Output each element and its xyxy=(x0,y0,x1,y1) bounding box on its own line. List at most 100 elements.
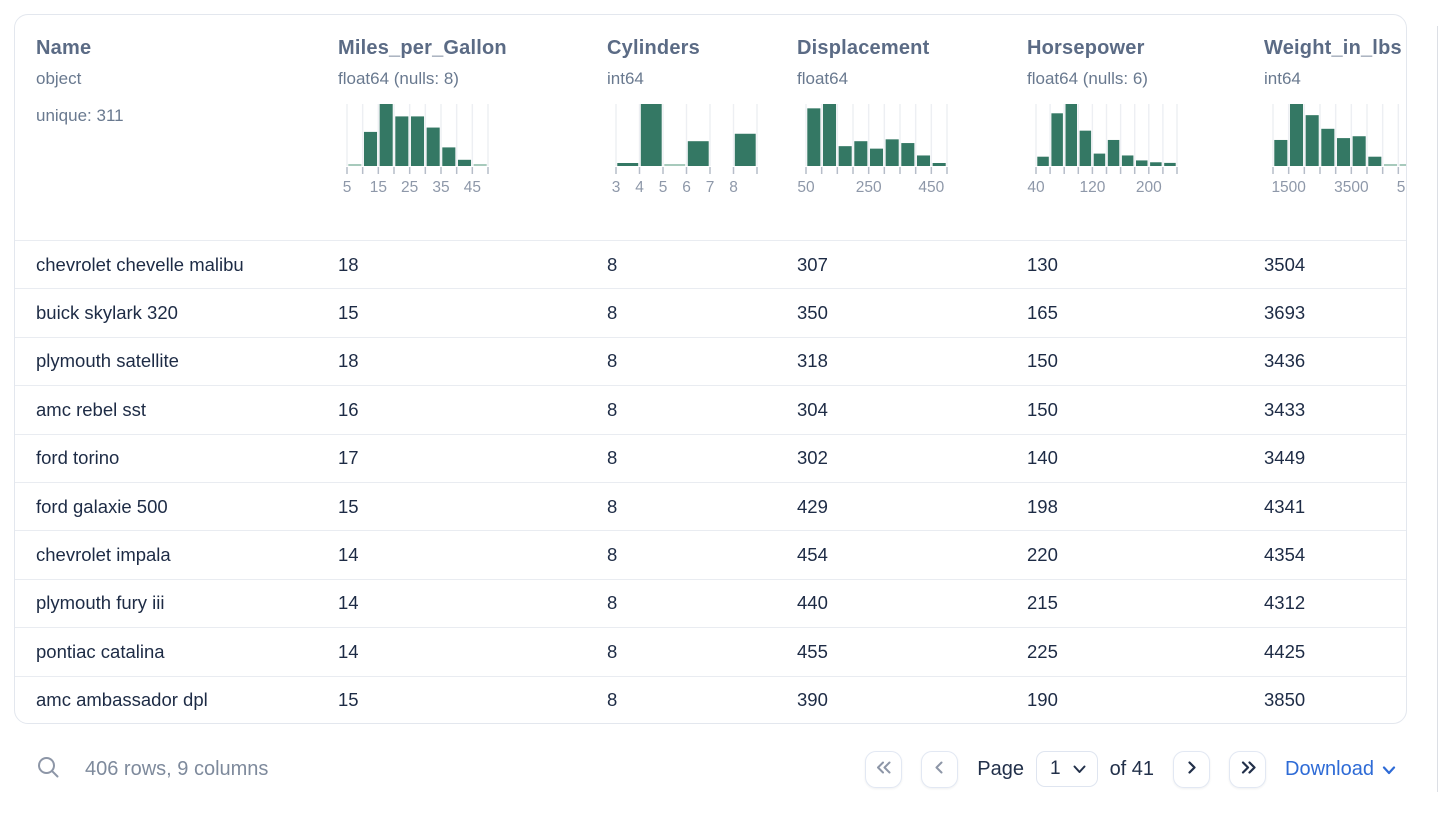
svg-text:4: 4 xyxy=(635,179,644,196)
cell-mpg: 14 xyxy=(338,592,359,614)
svg-text:200: 200 xyxy=(1136,179,1162,196)
cell-weight: 4425 xyxy=(1264,640,1306,662)
cell-displacement: 440 xyxy=(797,592,828,614)
svg-text:5500: 5500 xyxy=(1397,179,1407,196)
column-title: Horsepower xyxy=(1027,37,1145,59)
cell-weight: 3850 xyxy=(1264,689,1306,711)
histogram-displacement[interactable]: 50 250 450 xyxy=(797,104,948,199)
cell-mpg: 14 xyxy=(338,640,359,662)
svg-text:25: 25 xyxy=(401,179,418,196)
svg-text:7: 7 xyxy=(706,179,715,196)
download-label: Download xyxy=(1285,757,1374,780)
svg-text:1500: 1500 xyxy=(1271,179,1306,196)
cell-mpg: 17 xyxy=(338,447,359,469)
column-title: Cylinders xyxy=(607,37,700,59)
cell-horsepower: 140 xyxy=(1027,447,1058,469)
data-table-card: Name object unique: 311 Miles_per_Gallon… xyxy=(14,14,1407,724)
cell-displacement: 350 xyxy=(797,302,828,324)
right-edge-divider xyxy=(1437,26,1438,792)
svg-text:8: 8 xyxy=(729,179,738,196)
next-page-button[interactable] xyxy=(1173,750,1211,788)
cell-name: pontiac catalina xyxy=(36,640,165,662)
cell-displacement: 454 xyxy=(797,544,828,566)
search-icon xyxy=(36,755,61,783)
cell-cylinders: 8 xyxy=(607,689,618,711)
last-page-button[interactable] xyxy=(1229,750,1267,788)
column-header-displacement: Displacement float64 50 250 450 xyxy=(797,15,1027,240)
cell-mpg: 18 xyxy=(338,350,359,372)
download-button[interactable]: Download xyxy=(1285,758,1396,781)
page-select[interactable]: 1 xyxy=(1035,751,1098,787)
cell-cylinders: 8 xyxy=(607,398,618,420)
cell-horsepower: 225 xyxy=(1027,640,1058,662)
histogram-horsepower[interactable]: 40 120 200 xyxy=(1027,104,1178,199)
cell-weight: 3436 xyxy=(1264,350,1306,372)
svg-text:120: 120 xyxy=(1079,179,1105,196)
chevrons-left-icon xyxy=(875,760,893,778)
cell-mpg: 18 xyxy=(338,253,359,275)
column-header-name: Name object unique: 311 xyxy=(15,15,338,240)
svg-text:35: 35 xyxy=(432,179,449,196)
cell-mpg: 15 xyxy=(338,495,359,517)
column-dtype: float64 (nulls: 8) xyxy=(338,69,459,88)
cell-name: plymouth fury iii xyxy=(36,592,165,614)
chevrons-right-icon xyxy=(1239,760,1257,778)
cell-horsepower: 150 xyxy=(1027,398,1058,420)
cell-name: ford galaxie 500 xyxy=(36,495,168,517)
cell-cylinders: 8 xyxy=(607,495,618,517)
column-dtype: float64 xyxy=(797,69,849,88)
cell-cylinders: 8 xyxy=(607,544,618,566)
cell-horsepower: 165 xyxy=(1027,302,1058,324)
histogram-mpg[interactable]: 5 15 25 35 45 xyxy=(343,104,489,199)
chevron-left-icon xyxy=(932,760,947,778)
table-body: chevrolet chevelle malibu 18 8 307 130 3… xyxy=(15,240,1406,723)
svg-text:15: 15 xyxy=(370,179,387,196)
svg-text:40: 40 xyxy=(1027,179,1045,196)
svg-text:50: 50 xyxy=(797,179,815,196)
cell-name: buick skylark 320 xyxy=(36,302,178,324)
cell-name: amc ambassador dpl xyxy=(36,689,208,711)
cell-cylinders: 8 xyxy=(607,253,618,275)
cell-weight: 4312 xyxy=(1264,592,1306,614)
table-header: Name object unique: 311 Miles_per_Gallon… xyxy=(15,15,1406,240)
cell-name: ford torino xyxy=(36,447,120,469)
cell-displacement: 304 xyxy=(797,398,828,420)
page-select-value: 1 xyxy=(1049,758,1061,779)
cell-name: amc rebel sst xyxy=(36,398,147,420)
row-column-summary: 406 rows, 9 columns xyxy=(85,757,269,780)
cell-weight: 3433 xyxy=(1264,398,1306,420)
column-title: Displacement xyxy=(797,37,930,59)
cell-displacement: 307 xyxy=(797,253,828,275)
svg-text:5: 5 xyxy=(659,179,668,196)
cell-horsepower: 190 xyxy=(1027,689,1058,711)
cell-displacement: 429 xyxy=(797,495,828,517)
column-unique-count: unique: 311 xyxy=(36,106,124,125)
table-row: chevrolet chevelle malibu 18 8 307 130 3… xyxy=(15,240,1406,288)
svg-text:3500: 3500 xyxy=(1334,179,1369,196)
table-row: ford torino 17 8 302 140 3449 xyxy=(15,433,1406,482)
cell-cylinders: 8 xyxy=(607,592,618,614)
column-title: Weight_in_lbs xyxy=(1264,37,1402,59)
first-page-button[interactable] xyxy=(865,750,903,788)
cell-weight: 4354 xyxy=(1264,544,1306,566)
histogram-weight[interactable]: 1500 3500 5500 xyxy=(1271,104,1407,199)
column-title: Name xyxy=(36,37,92,59)
column-header-horsepower: Horsepower float64 (nulls: 6) 40 120 200 xyxy=(1027,15,1264,240)
previous-page-button[interactable] xyxy=(921,750,959,788)
svg-text:3: 3 xyxy=(612,179,621,196)
cell-cylinders: 8 xyxy=(607,302,618,324)
cell-horsepower: 130 xyxy=(1027,253,1058,275)
cell-horsepower: 220 xyxy=(1027,544,1058,566)
table-row: amc rebel sst 16 8 304 150 3433 xyxy=(15,385,1406,433)
cell-horsepower: 198 xyxy=(1027,495,1058,517)
cell-horsepower: 215 xyxy=(1027,592,1058,614)
table-row: plymouth fury iii 14 8 440 215 4312 xyxy=(15,578,1406,627)
cell-weight: 4341 xyxy=(1264,495,1306,517)
column-title: Miles_per_Gallon xyxy=(338,37,507,59)
search-button[interactable] xyxy=(36,755,61,783)
page-label: Page xyxy=(977,757,1024,780)
cell-displacement: 390 xyxy=(797,689,828,711)
cell-weight: 3449 xyxy=(1264,447,1306,469)
table-row: pontiac catalina 14 8 455 225 4425 xyxy=(15,627,1406,675)
